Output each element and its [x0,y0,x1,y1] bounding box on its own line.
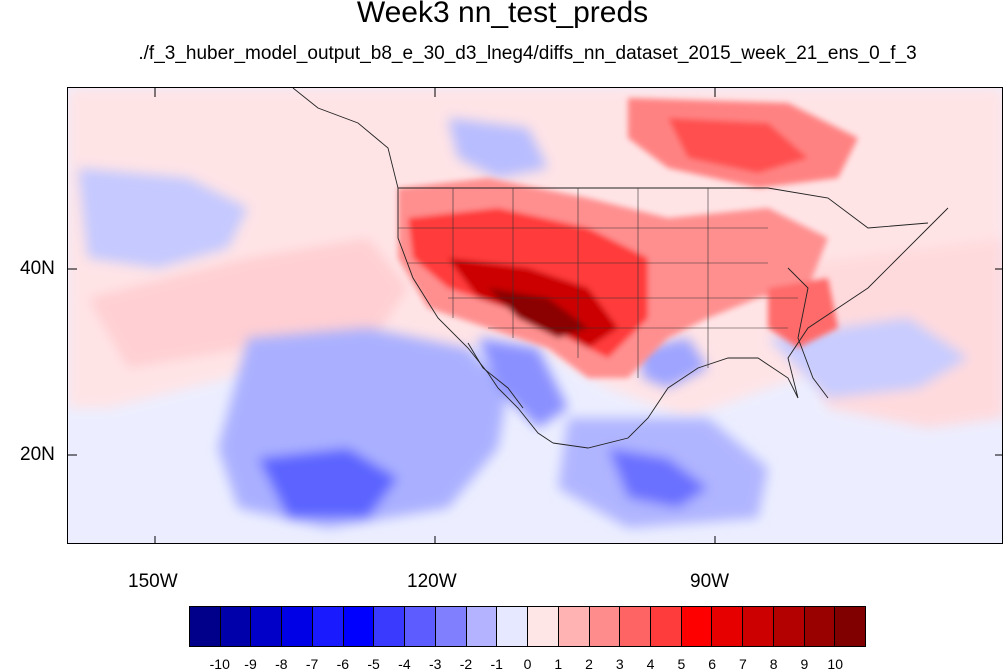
colorbar-box [312,607,344,646]
colorbar-box [712,607,744,646]
lon-label-90w: 90W [690,571,730,592]
colorbar-tick-label: -10 [209,656,230,672]
colorbar-tick-label: 1 [554,656,563,672]
colorbar-box [558,607,590,646]
negative-anomaly [78,118,968,528]
lat-label-20n: 20N [20,444,55,465]
colorbar-tick-label: -6 [336,656,350,672]
colorbar-box [435,607,467,646]
colorbar-tick-label: 2 [585,656,593,672]
lat-label-40n: 40N [20,258,55,279]
state-borders [398,188,798,378]
map-title: Week3 nn_test_preds [356,0,649,29]
colorbar-box [405,607,436,646]
colorbar-box [220,607,252,646]
anomaly-field [68,88,1002,543]
colorbar-box [773,607,805,646]
colorbar-tick-label: 6 [708,656,717,672]
colorbar-tick-label: -9 [244,656,257,672]
colorbar-box [620,607,652,646]
colorbar-box [681,607,713,646]
colorbar-box [835,607,866,646]
colorbar-box [190,607,221,646]
colorbar-tick-label: 10 [827,656,843,672]
colorbar-tick-label: 7 [739,656,747,672]
colorbar-box [497,607,529,646]
colorbar-tick-label: -2 [459,656,473,672]
colorbar-tick-label: -3 [428,656,442,672]
colorbar-tick-label: 3 [615,656,624,672]
colorbar-box [343,607,375,646]
colorbar-tick-label: -8 [275,656,288,672]
map-panel [67,87,1003,544]
colorbar-box [374,607,406,646]
colorbar-box [804,607,836,646]
colorbar-tick-label: -5 [367,656,380,672]
colorbar-box [743,607,774,646]
lon-label-120w: 120W [407,571,457,592]
colorbar-tick-label: -4 [398,656,411,672]
colorbar [189,606,866,647]
colorbar-tick-label: 9 [800,656,809,672]
colorbar-tick-label: 5 [677,656,686,672]
colorbar-box [466,607,498,646]
map-subtitle: ./f_3_huber_model_output_b8_e_30_d3_lneg… [138,43,917,64]
colorbar-tick-label: -1 [490,656,503,672]
colorbar-box [651,607,682,646]
coastlines [292,88,949,449]
colorbar-tick-label: 4 [646,656,655,672]
lon-label-150w: 150W [128,571,178,592]
colorbar-box [589,607,621,646]
colorbar-tick-label: -7 [305,656,319,672]
colorbar-box [282,607,313,646]
colorbar-box [528,607,559,646]
colorbar-tick-label: 8 [769,656,778,672]
colorbar-tick-label: 0 [523,656,532,672]
colorbar-box [251,607,283,646]
map-ticks [68,88,1002,543]
